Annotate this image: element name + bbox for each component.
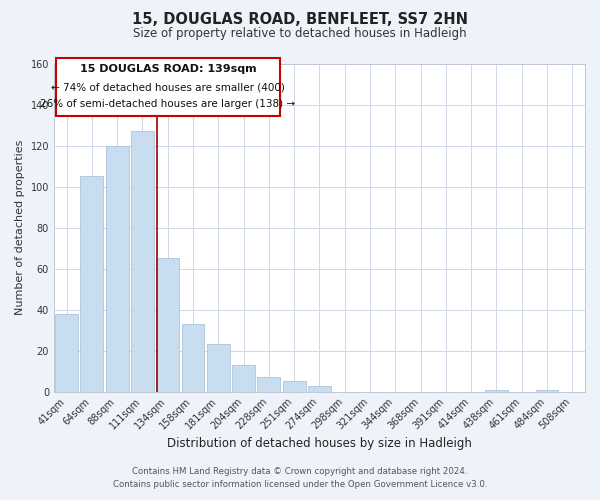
X-axis label: Distribution of detached houses by size in Hadleigh: Distribution of detached houses by size … bbox=[167, 437, 472, 450]
Bar bbox=[106, 146, 128, 392]
Bar bbox=[232, 365, 255, 392]
Y-axis label: Number of detached properties: Number of detached properties bbox=[15, 140, 25, 316]
Bar bbox=[283, 382, 305, 392]
FancyBboxPatch shape bbox=[56, 58, 280, 116]
Bar bbox=[485, 390, 508, 392]
Bar bbox=[257, 378, 280, 392]
Bar bbox=[308, 386, 331, 392]
Text: 15, DOUGLAS ROAD, BENFLEET, SS7 2HN: 15, DOUGLAS ROAD, BENFLEET, SS7 2HN bbox=[132, 12, 468, 28]
Bar bbox=[131, 131, 154, 392]
Bar bbox=[182, 324, 205, 392]
Text: Contains HM Land Registry data © Crown copyright and database right 2024.
Contai: Contains HM Land Registry data © Crown c… bbox=[113, 468, 487, 489]
Bar bbox=[536, 390, 559, 392]
Bar bbox=[80, 176, 103, 392]
Bar bbox=[157, 258, 179, 392]
Text: 15 DOUGLAS ROAD: 139sqm: 15 DOUGLAS ROAD: 139sqm bbox=[80, 64, 256, 74]
Bar bbox=[207, 344, 230, 392]
Text: 26% of semi-detached houses are larger (138) →: 26% of semi-detached houses are larger (… bbox=[40, 100, 295, 110]
Bar bbox=[55, 314, 78, 392]
Text: Size of property relative to detached houses in Hadleigh: Size of property relative to detached ho… bbox=[133, 28, 467, 40]
Text: ← 74% of detached houses are smaller (400): ← 74% of detached houses are smaller (40… bbox=[51, 82, 285, 92]
